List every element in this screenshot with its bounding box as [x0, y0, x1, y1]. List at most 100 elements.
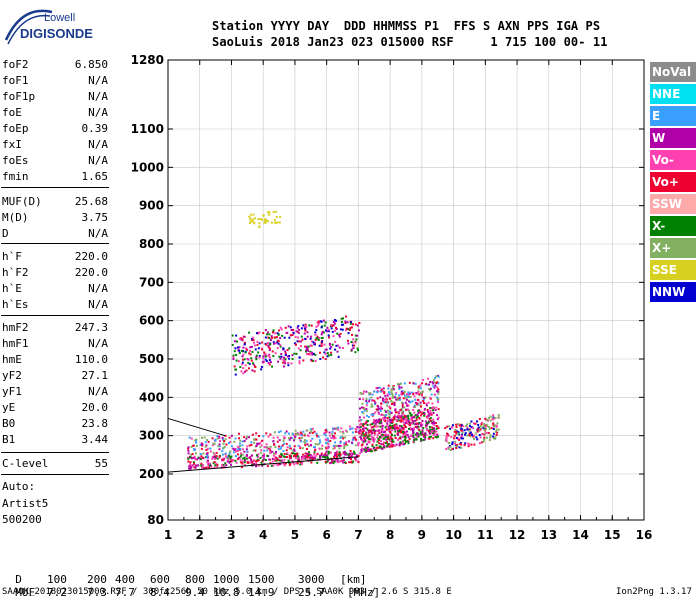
- echo-point: [299, 446, 302, 449]
- echo-point: [257, 464, 260, 467]
- echo-point: [195, 464, 198, 467]
- echo-point: [300, 436, 303, 439]
- echo-point: [318, 344, 321, 347]
- echo-point: [336, 459, 339, 462]
- echo-point: [311, 353, 314, 356]
- echo-point: [433, 393, 436, 396]
- echo-point: [401, 417, 404, 420]
- echo-point: [282, 455, 285, 458]
- param-fxi: fxI N/A: [2, 138, 108, 153]
- echo-point: [242, 367, 245, 370]
- echo-point: [429, 387, 432, 390]
- param-c-level: C-level 55: [2, 457, 108, 472]
- echo-point: [368, 398, 371, 401]
- echo-point: [252, 336, 255, 339]
- echo-point: [304, 442, 307, 445]
- echo-point: [279, 357, 282, 360]
- echo-point: [236, 445, 239, 448]
- echo-point: [366, 424, 369, 427]
- echo-point: [413, 395, 416, 398]
- echo-point: [326, 446, 329, 449]
- echo-point: [288, 454, 291, 457]
- echo-point: [354, 438, 357, 441]
- legend-nnw: NNW: [650, 282, 696, 302]
- echo-point: [394, 411, 397, 414]
- echo-point: [351, 323, 354, 326]
- echo-point: [394, 393, 397, 396]
- echo-point: [282, 461, 285, 464]
- echo-point: [464, 432, 467, 435]
- echo-point: [232, 447, 235, 450]
- echo-point: [194, 452, 197, 455]
- echo-point: [390, 391, 393, 394]
- echo-point: [357, 454, 360, 457]
- echo-point: [302, 430, 305, 433]
- echo-point: [430, 413, 433, 416]
- echo-point: [366, 428, 369, 431]
- echo-point: [394, 396, 397, 399]
- echo-point: [382, 419, 385, 422]
- echo-point: [293, 352, 296, 355]
- echo-point: [401, 443, 404, 446]
- echo-point: [492, 414, 495, 417]
- echo-point: [375, 408, 378, 411]
- echo-point: [230, 458, 233, 461]
- echo-point: [239, 366, 242, 369]
- echo-point: [263, 351, 266, 354]
- echo-point: [425, 382, 428, 385]
- echo-point: [429, 411, 432, 414]
- echo-point: [337, 426, 340, 429]
- param-foep: foEp 0.39: [2, 122, 108, 137]
- echo-point: [406, 430, 409, 433]
- echo-point: [329, 461, 332, 464]
- echo-point: [247, 358, 250, 361]
- echo-point: [428, 413, 431, 416]
- echo-point: [386, 393, 389, 396]
- echo-point: [305, 353, 308, 356]
- echo-point: [402, 426, 405, 429]
- echo-point: [243, 436, 246, 439]
- echo-point: [336, 332, 339, 335]
- echo-point: [340, 321, 343, 324]
- echo-point: [281, 444, 284, 447]
- echo-point: [378, 436, 381, 439]
- echo-point: [414, 437, 417, 440]
- echo-point: [344, 315, 347, 318]
- echo-point: [417, 435, 420, 438]
- echo-point: [359, 392, 362, 395]
- echo-point: [306, 458, 309, 461]
- echo-point: [478, 417, 481, 420]
- echo-point: [215, 455, 218, 458]
- echo-point: [376, 391, 379, 394]
- echo-point: [373, 432, 376, 435]
- echo-point: [256, 455, 259, 458]
- echo-point: [229, 457, 232, 460]
- echo-point: [288, 456, 291, 459]
- echo-point: [406, 415, 409, 418]
- echo-point: [337, 444, 340, 447]
- echo-point: [415, 432, 418, 435]
- echo-point: [252, 363, 255, 366]
- echo-point: [226, 460, 229, 463]
- echo-point: [263, 449, 266, 452]
- echo-point: [459, 423, 462, 426]
- echo-point: [324, 441, 327, 444]
- echo-point: [325, 330, 328, 333]
- y-tick-label: 300: [139, 429, 164, 443]
- echo-point: [287, 364, 290, 367]
- echo-point: [384, 426, 387, 429]
- echo-point: [330, 353, 333, 356]
- echo-point: [262, 435, 265, 438]
- param-h-e: h`E N/A: [2, 282, 108, 297]
- echo-point: [278, 439, 281, 442]
- echo-point: [350, 348, 353, 351]
- param-foe: foE N/A: [2, 106, 108, 121]
- echo-point: [332, 447, 335, 450]
- muf-value: 10.8: [213, 586, 240, 599]
- echo-point: [494, 430, 497, 433]
- echo-point: [221, 436, 224, 439]
- echo-point: [387, 443, 390, 446]
- echo-point: [210, 465, 213, 468]
- echo-point: [371, 393, 374, 396]
- echo-point: [290, 452, 293, 455]
